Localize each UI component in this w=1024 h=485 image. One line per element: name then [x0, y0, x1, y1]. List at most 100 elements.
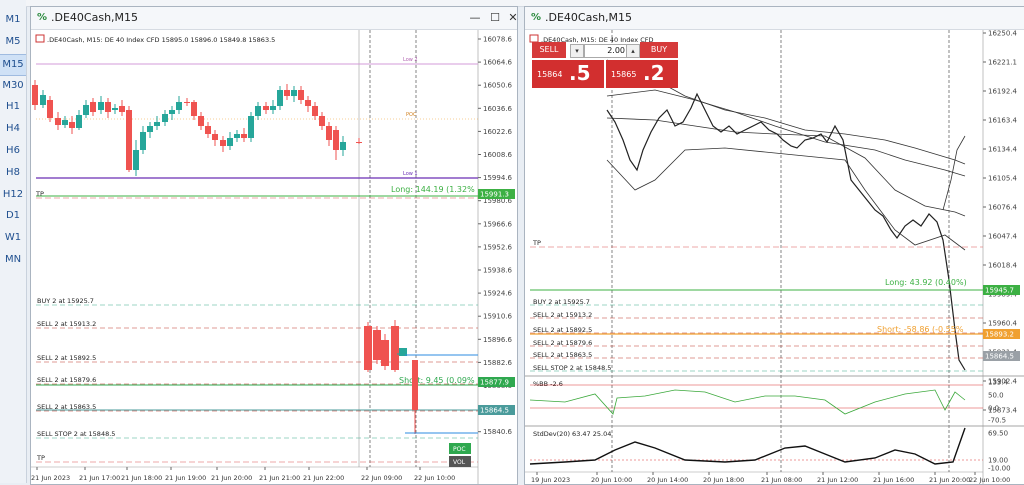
candle-body [333, 130, 339, 150]
chart-window-icon: % [531, 12, 542, 23]
timeframe-m15[interactable]: M15 [0, 54, 26, 76]
candle-body [126, 110, 132, 170]
price-label: 15882.6 [483, 359, 512, 367]
candle-body [154, 122, 160, 126]
window-titlebar[interactable]: % .DE40Cash,M15 — ☐ ✕ [31, 7, 518, 30]
buy-price-button[interactable]: 15865 .2 [606, 60, 678, 88]
candle-body [140, 132, 146, 150]
minimize-button[interactable]: — [469, 11, 481, 24]
candle-body [169, 110, 175, 114]
price-label: 16134.4 [988, 146, 1017, 154]
volume-input[interactable]: 2.00 [584, 44, 628, 58]
candle-body [32, 85, 38, 105]
sell-button[interactable]: SELL [532, 42, 566, 58]
one-click-trading-panel: SELL ▾ 2.00 ▴ BUY 15864 .5 15865 .2 [532, 42, 685, 89]
price-label: 16192.4 [988, 88, 1017, 96]
candle-body [69, 122, 75, 128]
tp-label: TP [35, 190, 44, 198]
candle-body [399, 348, 407, 356]
so-price-label: 15893.2 [985, 331, 1014, 339]
candle-body [220, 140, 226, 146]
osc1-scale-label: 50.0 [988, 392, 1004, 400]
order-label: SELL 2 at 15863.5 [533, 351, 592, 359]
candle-body [326, 126, 332, 140]
candle-body [47, 100, 53, 118]
price-chart-left[interactable]: .DE40Cash, M15: DE 40 Index CFD 15895.0 … [31, 30, 517, 484]
candle-body [98, 102, 104, 110]
vol-button: VOL [453, 459, 466, 466]
candle-body [112, 108, 118, 110]
price-label: 16163.4 [988, 117, 1017, 125]
maximize-button[interactable]: ☐ [490, 11, 500, 24]
price-label: 15873.4 [988, 407, 1017, 415]
timeframe-m1[interactable]: M1 [5, 14, 21, 25]
price-label: 15840.6 [483, 428, 512, 436]
timeframe-mn[interactable]: MN [4, 254, 22, 265]
timeframe-h6[interactable]: H6 [6, 145, 20, 156]
price-path [606, 92, 966, 371]
candle-body [291, 90, 297, 96]
short-text: Short: 9.45 (0.09% [399, 376, 475, 385]
candle-body [176, 102, 182, 110]
price-label: 15980.6 [483, 197, 512, 205]
poc-button-bg [449, 443, 471, 454]
time-label: 21 Jun 12:00 [817, 476, 858, 484]
current-price-label-bg [478, 405, 515, 415]
timeframe-m5[interactable]: M5 [5, 36, 21, 47]
candle-body [319, 116, 325, 126]
timeframe-w1[interactable]: W1 [4, 232, 22, 243]
order-label: SELL 2 at 15879.6 [533, 339, 592, 347]
sell-price-button[interactable]: 15864 .5 [532, 60, 604, 88]
order-label: SELL 2 at 15892.5 [533, 326, 592, 334]
close-button[interactable]: ✕ [508, 11, 518, 24]
window-titlebar[interactable]: % .DE40Cash,M15 [525, 7, 1024, 30]
osc2-scale-label: 69.50 [988, 430, 1008, 438]
candle-body [263, 106, 269, 110]
candle-body [305, 100, 311, 106]
timeframe-h8[interactable]: H8 [6, 167, 20, 178]
timeframe-m30[interactable]: M30 [2, 80, 24, 91]
timeframe-d1[interactable]: D1 [5, 210, 21, 221]
candle-body [412, 360, 418, 410]
order-label: BUY 2 at 15925.7 [533, 298, 590, 306]
volume-increase-button[interactable]: ▴ [626, 44, 640, 58]
price-label: 15910.6 [483, 313, 512, 321]
price-label: 15960.4 [988, 320, 1017, 328]
long-text: Long: 144.19 (1.32% [391, 185, 475, 194]
candle-body [248, 116, 254, 138]
time-label: 19 Jun 2023 [531, 476, 570, 484]
chart-info: .DE40Cash, M15: DE 40 Index CFD 15895.0 … [47, 36, 275, 44]
timeframe-h12[interactable]: H12 [2, 189, 24, 200]
bb-upper [606, 89, 966, 177]
osc2-scale-label: -10.00 [988, 465, 1011, 473]
vol-button-bg [449, 456, 471, 467]
price-chart-right[interactable]: .DE40Cash, M15: DE 40 Index CFD 16250.4 16… [525, 30, 1024, 484]
candle-body [40, 95, 46, 105]
bb-percent-line [529, 389, 966, 415]
time-label: 20 Jun 10:00 [591, 476, 632, 484]
time-label: 21 Jun 22:00 [303, 474, 344, 482]
candle-body [298, 90, 304, 100]
order-label: BUY 2 at 15925.7 [37, 297, 94, 305]
timeframe-h4[interactable]: H4 [6, 123, 20, 134]
buy-button[interactable]: BUY [640, 42, 678, 58]
current-price-label: 15864.5 [480, 407, 509, 415]
osc2-scale-label: 19.00 [988, 457, 1008, 465]
candle-body [364, 326, 372, 370]
price-label: 16221.1 [988, 59, 1017, 67]
window-title: .DE40Cash,M15 [51, 11, 139, 24]
volume-decrease-button[interactable]: ▾ [570, 44, 584, 58]
candle-body [373, 330, 381, 360]
timeframe-h1[interactable]: H1 [6, 101, 20, 112]
bb-lower [606, 147, 966, 251]
price-label: 15902.4 [988, 378, 1017, 386]
chart-info: .DE40Cash, M15: DE 40 Index CFD [541, 36, 654, 44]
price-label: 15896.6 [483, 336, 512, 344]
order-label: SELL 2 at 15892.5 [37, 354, 96, 362]
current-price-label: 15864.5 [985, 353, 1014, 361]
candle-body [90, 102, 96, 112]
candle-body [55, 118, 61, 125]
price-label: 16050.6 [483, 82, 512, 90]
tp-label: TP [36, 454, 45, 462]
candle-body [191, 102, 197, 116]
